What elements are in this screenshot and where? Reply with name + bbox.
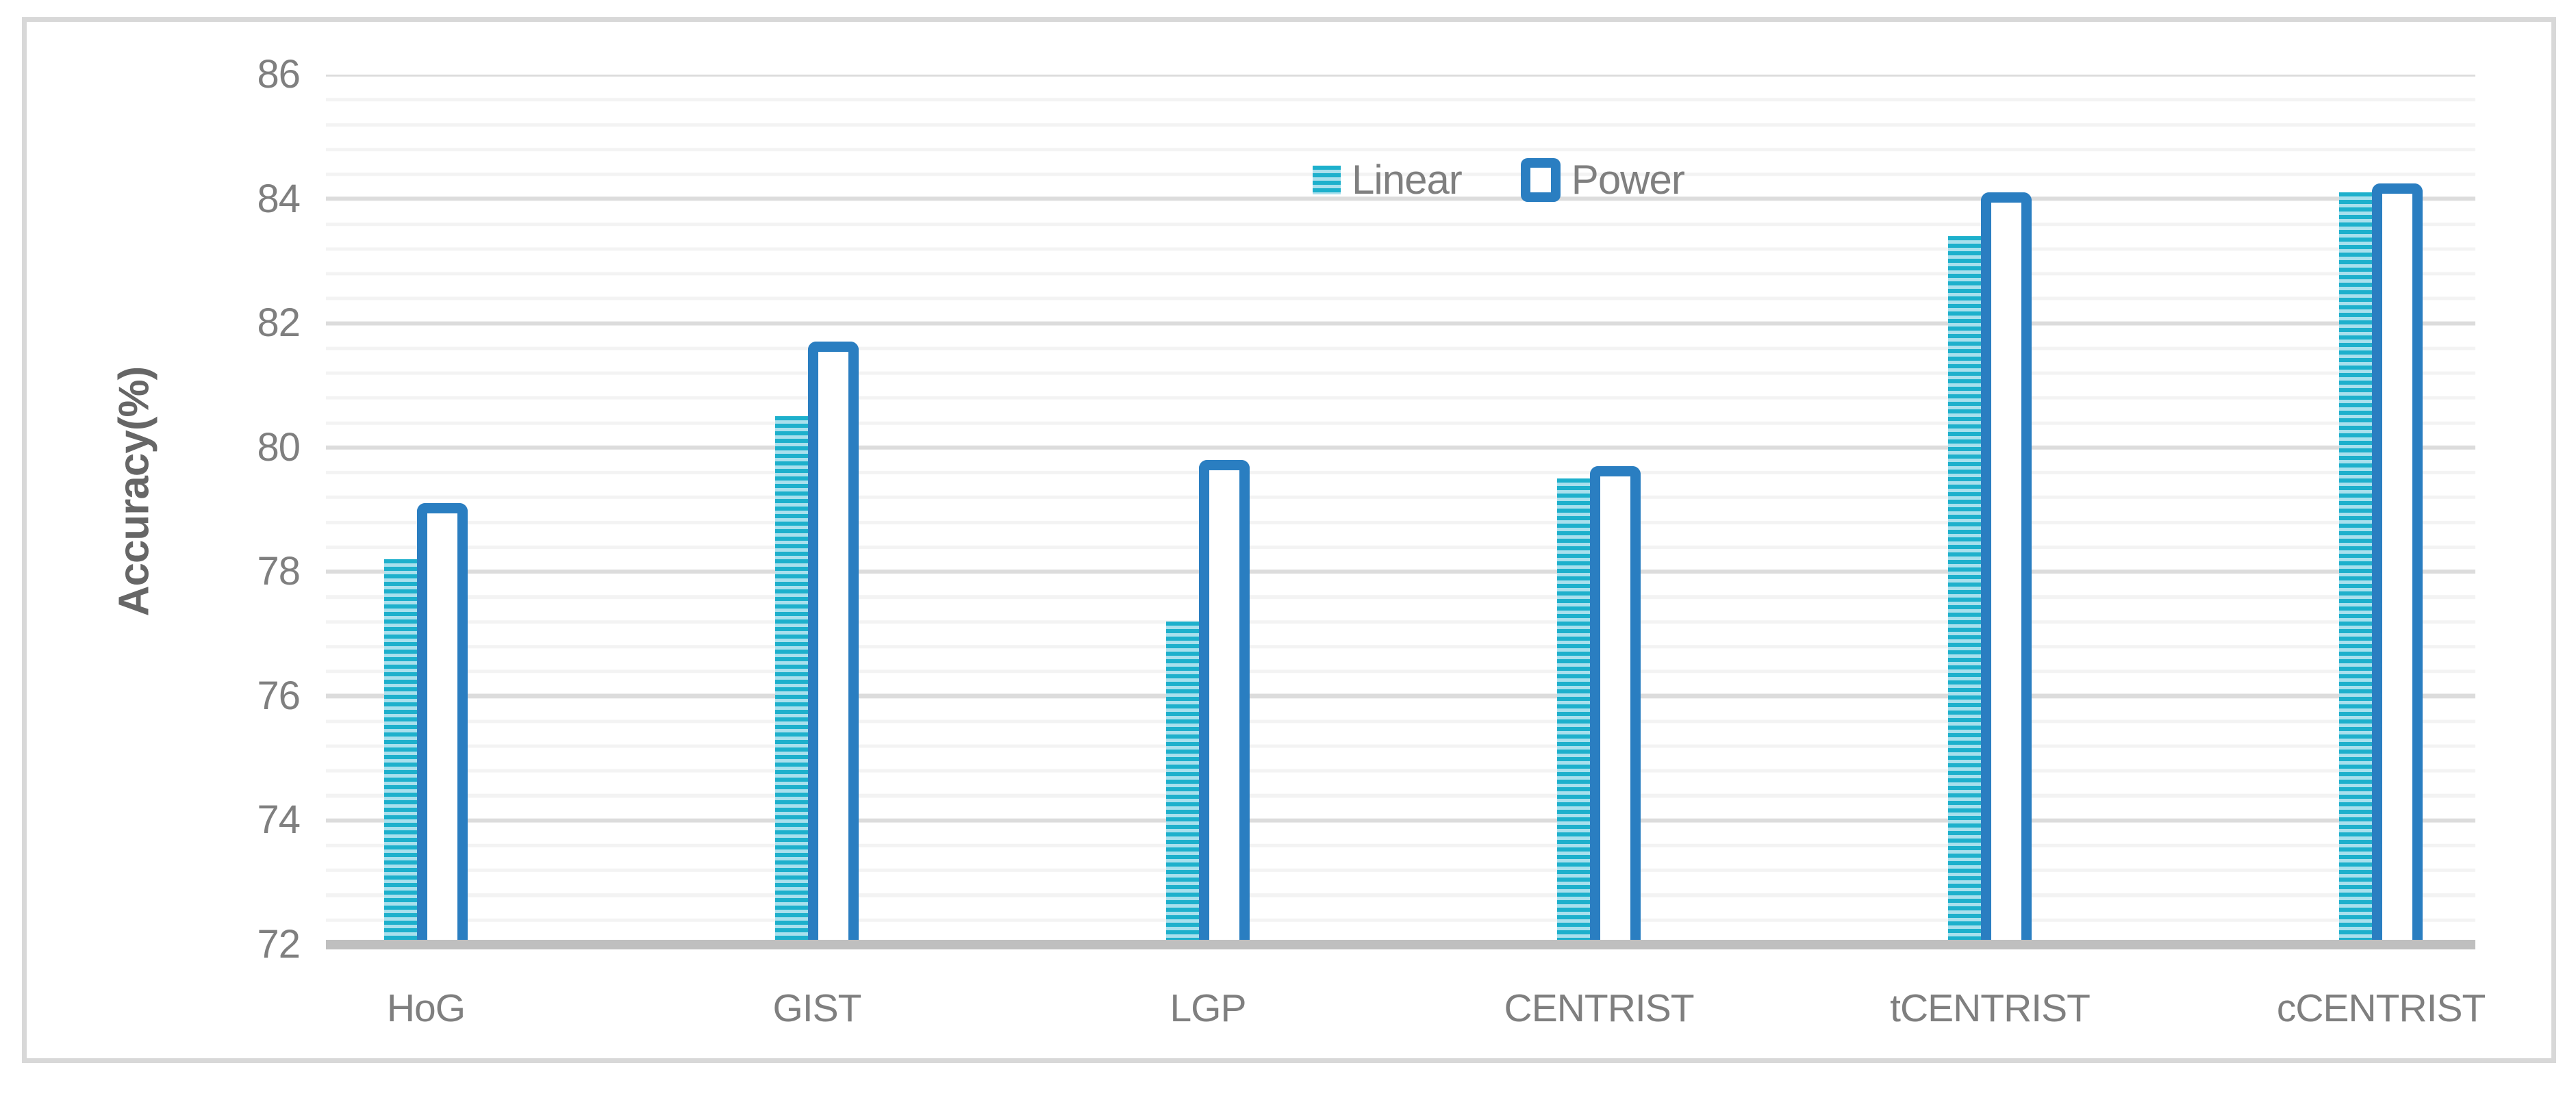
legend-swatch-linear-icon xyxy=(1313,165,1341,194)
bar-linear-tcentrist xyxy=(1948,236,1982,945)
legend-label: Linear xyxy=(1352,157,1463,203)
bar-linear-centrist xyxy=(1557,478,1591,945)
bar-group-lgp xyxy=(1166,460,1250,945)
x-category-label-hog: HoG xyxy=(386,986,466,1030)
x-category-label-tcentrist: tCENTRIST xyxy=(1890,986,2091,1030)
bar-linear-ccentrist xyxy=(2339,192,2373,945)
y-tick-label: 76 xyxy=(257,673,301,718)
x-category-label-gist: GIST xyxy=(772,986,861,1030)
legend: Linear Power xyxy=(1313,156,1685,203)
bar-power-tcentrist xyxy=(1981,192,2032,945)
x-axis-labels: HoG GIST LGP CENTRIST tCENTRIST cCENTRIST xyxy=(326,986,2486,1040)
bar-power-ccentrist xyxy=(2372,183,2423,945)
y-tick-label: 84 xyxy=(257,176,301,221)
bar-group-hog xyxy=(383,503,468,945)
plot-area xyxy=(326,75,2475,949)
x-axis-line xyxy=(326,940,2475,949)
x-category-label-centrist: CENTRIST xyxy=(1504,986,1695,1030)
legend-label: Power xyxy=(1571,157,1685,203)
legend-swatch-power-icon xyxy=(1520,157,1561,202)
y-tick-label: 72 xyxy=(257,922,301,967)
bar-group-ccentrist xyxy=(2339,183,2423,945)
bar-power-centrist xyxy=(1590,466,1641,945)
y-tick-label: 82 xyxy=(257,300,301,346)
bar-linear-lgp xyxy=(1166,622,1200,945)
y-tick-label: 74 xyxy=(257,797,301,843)
y-tick-label: 80 xyxy=(257,424,301,470)
bar-group-gist xyxy=(775,342,859,945)
bar-group-tcentrist xyxy=(1948,192,2032,945)
bar-power-hog xyxy=(416,503,468,945)
bar-group-centrist xyxy=(1557,466,1641,945)
x-category-label-lgp: LGP xyxy=(1170,986,1246,1030)
y-tick-label: 78 xyxy=(257,549,301,594)
legend-item-linear: Linear xyxy=(1313,156,1463,203)
bar-power-gist xyxy=(808,342,859,945)
bar-power-lgp xyxy=(1199,460,1250,945)
y-tick-label: 86 xyxy=(257,52,301,97)
bar-linear-gist xyxy=(775,416,808,945)
bar-linear-hog xyxy=(383,559,417,945)
x-category-label-ccentrist: cCENTRIST xyxy=(2276,986,2486,1030)
legend-item-power: Power xyxy=(1520,156,1685,203)
